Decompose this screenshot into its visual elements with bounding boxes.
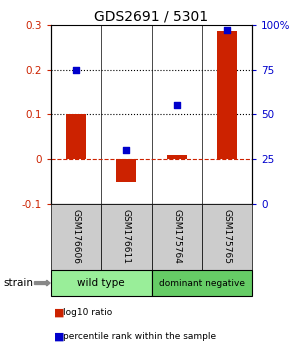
Text: wild type: wild type <box>77 278 125 288</box>
Text: GSM175765: GSM175765 <box>222 209 231 264</box>
Text: log10 ratio: log10 ratio <box>63 308 112 317</box>
Bar <box>217 32 237 159</box>
Text: GSM176606: GSM176606 <box>72 209 81 264</box>
Text: ■: ■ <box>54 332 64 342</box>
Bar <box>66 114 86 159</box>
Text: dominant negative: dominant negative <box>159 279 245 287</box>
Point <box>74 67 79 72</box>
Bar <box>116 159 136 182</box>
Point <box>124 147 129 153</box>
Point <box>224 27 229 33</box>
Title: GDS2691 / 5301: GDS2691 / 5301 <box>94 10 208 24</box>
Text: GSM175764: GSM175764 <box>172 210 181 264</box>
Text: ■: ■ <box>54 308 64 318</box>
Text: percentile rank within the sample: percentile rank within the sample <box>63 332 216 341</box>
Text: strain: strain <box>3 278 33 288</box>
Point <box>174 103 179 108</box>
Bar <box>167 155 187 159</box>
Text: GSM176611: GSM176611 <box>122 209 131 264</box>
